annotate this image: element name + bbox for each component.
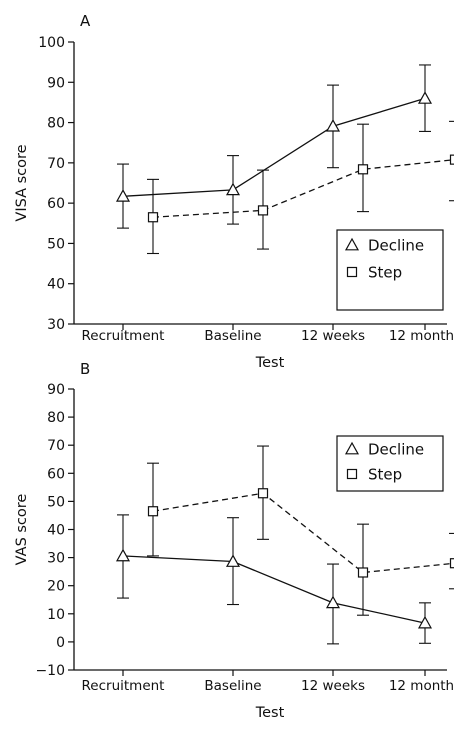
y-tick-label: 80 bbox=[47, 116, 65, 132]
legend-marker-square bbox=[348, 268, 357, 277]
data-point-square bbox=[259, 489, 268, 498]
y-tick-label: 100 bbox=[38, 35, 65, 51]
y-tick-label: 90 bbox=[47, 75, 65, 91]
panel-B: B −10 0 10 20 30 40 50 60 70 80 90 Recruitment Baseli… bbox=[14, 360, 454, 721]
x-tick-label: Recruitment bbox=[82, 328, 165, 344]
data-point-square bbox=[451, 155, 454, 164]
legend: Decline Step bbox=[337, 230, 443, 310]
y-tick-label: 20 bbox=[47, 579, 65, 595]
x-axis-title: Test bbox=[255, 355, 285, 371]
data-point-square bbox=[359, 568, 368, 577]
series-line bbox=[123, 98, 425, 196]
data-point-square bbox=[149, 507, 158, 516]
legend-label: Decline bbox=[368, 237, 424, 255]
x-tick-label: 12 weeks bbox=[301, 328, 365, 344]
x-tick-label: Baseline bbox=[204, 328, 261, 344]
y-tick-label: 90 bbox=[47, 382, 65, 398]
y-tick-label: 50 bbox=[47, 236, 65, 252]
legend-label: Step bbox=[368, 466, 402, 484]
y-tick-label: 70 bbox=[47, 438, 65, 454]
x-tick-label: 12 weeks bbox=[301, 678, 365, 694]
y-axis-title: VISA score bbox=[14, 144, 30, 221]
data-point-square bbox=[451, 559, 454, 568]
x-tick-label: 12 months bbox=[389, 678, 454, 694]
y-axis-title: VAS score bbox=[14, 494, 30, 566]
legend-marker-square bbox=[348, 470, 357, 479]
y-tick-label: 30 bbox=[47, 317, 65, 333]
y-tick-label: 10 bbox=[47, 607, 65, 623]
x-tick-label: Recruitment bbox=[82, 678, 165, 694]
y-tick-label: 60 bbox=[47, 466, 65, 482]
legend-label: Decline bbox=[368, 441, 424, 459]
y-tick-label: 40 bbox=[47, 523, 65, 539]
panel-label: A bbox=[80, 12, 91, 30]
x-axis-title: Test bbox=[255, 705, 285, 721]
series-decline bbox=[117, 515, 431, 644]
y-tick-label: 30 bbox=[47, 551, 65, 567]
data-point-triangle bbox=[227, 184, 239, 195]
series-line bbox=[123, 556, 425, 623]
panel-A: A 30 40 50 60 70 80 90 100 Recruitment Baseline 12 … bbox=[14, 12, 454, 371]
legend-label: Step bbox=[368, 264, 402, 282]
data-point-triangle bbox=[327, 597, 339, 608]
data-point-square bbox=[149, 213, 158, 222]
y-tick-label: 80 bbox=[47, 410, 65, 426]
y-tick-label: 60 bbox=[47, 196, 65, 212]
data-point-triangle bbox=[117, 550, 129, 561]
series-line bbox=[153, 493, 454, 572]
x-tick-label: Baseline bbox=[204, 678, 261, 694]
data-point-triangle bbox=[419, 92, 431, 103]
data-point-square bbox=[259, 206, 268, 215]
series-line bbox=[153, 160, 454, 218]
y-tick-label: 0 bbox=[56, 635, 65, 651]
y-tick-label: 40 bbox=[47, 277, 65, 293]
y-tick-label: −10 bbox=[35, 663, 65, 679]
y-tick-label: 50 bbox=[47, 494, 65, 510]
y-tick-label: 70 bbox=[47, 156, 65, 172]
legend: Decline Step bbox=[337, 436, 443, 491]
panel-label: B bbox=[80, 360, 90, 378]
x-tick-label: 12 months bbox=[389, 328, 454, 344]
data-point-square bbox=[359, 165, 368, 174]
series-decline bbox=[117, 65, 431, 228]
